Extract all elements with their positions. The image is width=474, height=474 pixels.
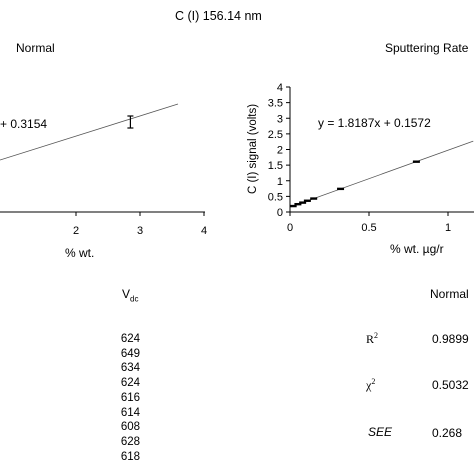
left-x-ticks: 2 3 4: [73, 212, 207, 237]
left-chart: 2 3 4: [0, 103, 207, 237]
right-x-tick-label: 0.5: [361, 222, 376, 234]
right-y-tick-label: 4: [277, 82, 283, 94]
right-y-tick-label: 2.5: [268, 129, 283, 141]
right-y-tick-label: 3.5: [268, 98, 283, 110]
right-y-ticks: 0 0.5 1 1.5 2 2.5 3 3.5 4: [268, 82, 290, 219]
left-x-tick-label: 4: [201, 225, 207, 237]
stat-value: 0.5032: [432, 378, 469, 392]
right-y-tick-label: 1.5: [268, 160, 283, 172]
stats-header: Normal: [430, 287, 469, 301]
left-chart-title: Normal: [16, 41, 55, 55]
stat-label: SEE: [368, 425, 393, 439]
vdc-value: 628: [120, 435, 140, 448]
right-x-tick-label: 0: [287, 222, 293, 234]
right-data-point: [303, 199, 311, 202]
left-points: [127, 115, 134, 129]
right-data-point: [294, 202, 302, 206]
right-data-point: [412, 160, 420, 163]
right-chart-title: Sputtering Rate: [385, 41, 469, 55]
left-x-tick-label: 3: [137, 225, 143, 237]
stat-label: R2: [366, 331, 379, 346]
vdc-value: 614: [120, 406, 140, 419]
vdc-value: 616: [120, 391, 140, 404]
vdc-value: 618: [120, 450, 140, 463]
left-x-axis-label: % wt.: [65, 246, 95, 260]
vdc-header-main: V: [122, 287, 131, 301]
vdc-value: 608: [120, 421, 140, 434]
vdc-header-sub: dc: [130, 294, 139, 304]
right-y-tick-label: 0: [277, 207, 283, 219]
stat-label-sup: 2: [374, 331, 379, 340]
right-chart: 00.511.522.533.54 0 0.5 1: [268, 82, 474, 234]
right-y-tick-label: 1: [277, 176, 283, 188]
vdc-value: 649: [120, 347, 140, 360]
right-data-point: [289, 204, 297, 208]
right-data-point: [337, 187, 345, 191]
stat-label: χ2: [366, 377, 376, 392]
right-y-tick-label: 0.5: [268, 191, 283, 203]
right-points: [289, 160, 420, 208]
left-fit-line: [0, 103, 179, 161]
right-x-tick-label: 1: [445, 222, 451, 234]
right-y-tick-label: 3: [277, 113, 283, 125]
right-x-axis-label: % wt. µg/r: [390, 242, 444, 256]
stat-value: 0.268: [432, 426, 463, 440]
right-data-point: [310, 197, 318, 200]
right-y-tick-label: 2: [277, 145, 283, 157]
right-fit-line: [289, 140, 474, 208]
right-data-point: [299, 201, 307, 204]
vdc-value: 624: [120, 333, 140, 345]
right-equation: y = 1.8187x + 0.1572: [318, 116, 431, 130]
right-x-ticks: 0 0.5 1: [287, 212, 451, 234]
vdc-header: Vdc: [122, 287, 138, 303]
vdc-value: 634: [120, 362, 140, 375]
left-x-tick-label: 2: [73, 225, 79, 237]
stat-value: 0.9899: [432, 332, 469, 346]
left-equation: + 0.3154: [0, 117, 48, 131]
stat-label-sup: 2: [371, 377, 376, 386]
figure-title: C (I) 156.14 nm: [175, 9, 262, 23]
vdc-value: 624: [120, 377, 140, 390]
